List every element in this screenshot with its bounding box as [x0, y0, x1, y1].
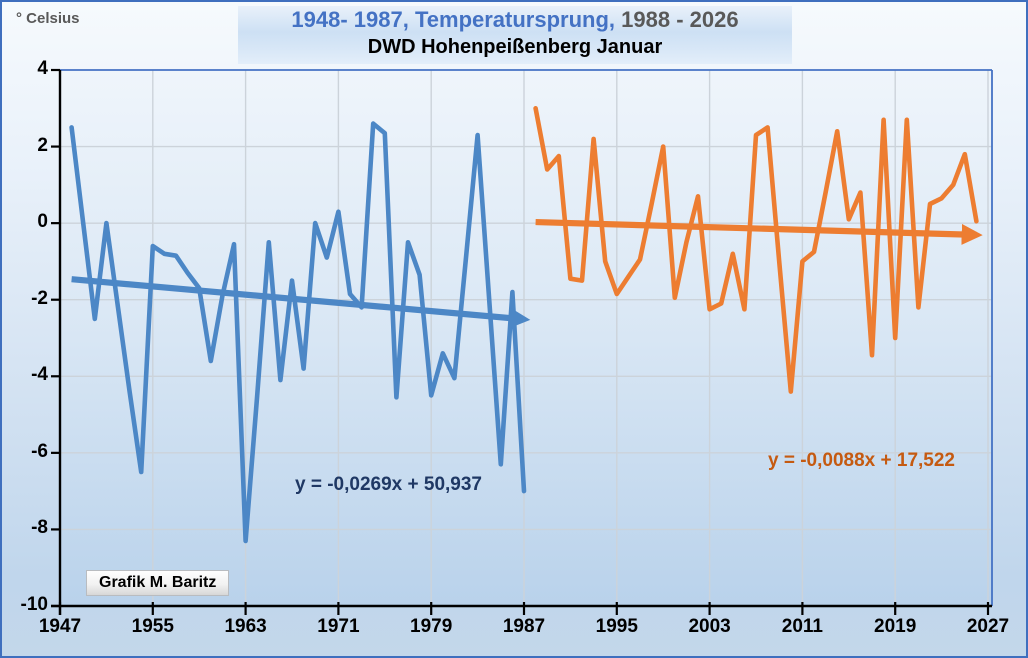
y-axis-unit-label: ° Celsius: [16, 10, 80, 27]
y-tick-label: -10: [20, 594, 48, 615]
x-tick-label: 2027: [966, 616, 1010, 637]
x-tick-label: 1971: [317, 616, 360, 637]
y-tick-label: -6: [31, 440, 48, 462]
trend-line-blue: [71, 276, 531, 329]
x-tick-label: 1955: [131, 616, 174, 637]
x-tick-label: 1979: [410, 616, 453, 637]
data-series: [69, 106, 979, 544]
chart-title: 1948- 1987, Temperatursprung, 1988 - 202…: [238, 6, 792, 34]
x-tick-label: 1995: [595, 616, 638, 637]
trend-equation-blue: y = -0,0269x + 50,937: [295, 474, 482, 495]
trend-line-orange: [535, 218, 983, 245]
title-range-blue: 1948- 1987, Temperatursprung,: [291, 7, 616, 32]
chart-subtitle: DWD Hohenpeißenberg Januar: [367, 36, 663, 58]
trend-equation-orange: y = -0,0088x + 17,522: [768, 450, 955, 471]
y-tick-label: 2: [37, 134, 48, 156]
series-line-orange: [533, 106, 979, 394]
trend-lines: [71, 218, 983, 329]
plot-background: [60, 70, 992, 606]
x-tick-label: 2019: [874, 616, 917, 637]
x-tick-label: 2003: [688, 616, 731, 637]
axes: [51, 68, 992, 615]
x-tick-label: 1987: [502, 616, 546, 637]
y-tick-label: -8: [31, 517, 48, 539]
plot-borders: [60, 69, 993, 606]
x-tick-label: 1947: [38, 616, 82, 637]
y-tick-label: 0: [37, 211, 48, 233]
x-tick-label: 2011: [781, 616, 823, 637]
series-line-blue: [69, 121, 527, 544]
title-box: 1948- 1987, Temperatursprung, 1988 - 202…: [238, 6, 792, 64]
gridlines: [60, 70, 992, 606]
x-tick-label: 1963: [224, 616, 267, 637]
y-tick-label: -2: [31, 287, 48, 309]
title-range-gray: 1988 - 2026: [615, 7, 739, 32]
y-tick-label: -4: [31, 364, 48, 386]
credit-badge: Grafik M. Baritz: [86, 570, 230, 596]
y-tick-label: 4: [37, 58, 48, 79]
